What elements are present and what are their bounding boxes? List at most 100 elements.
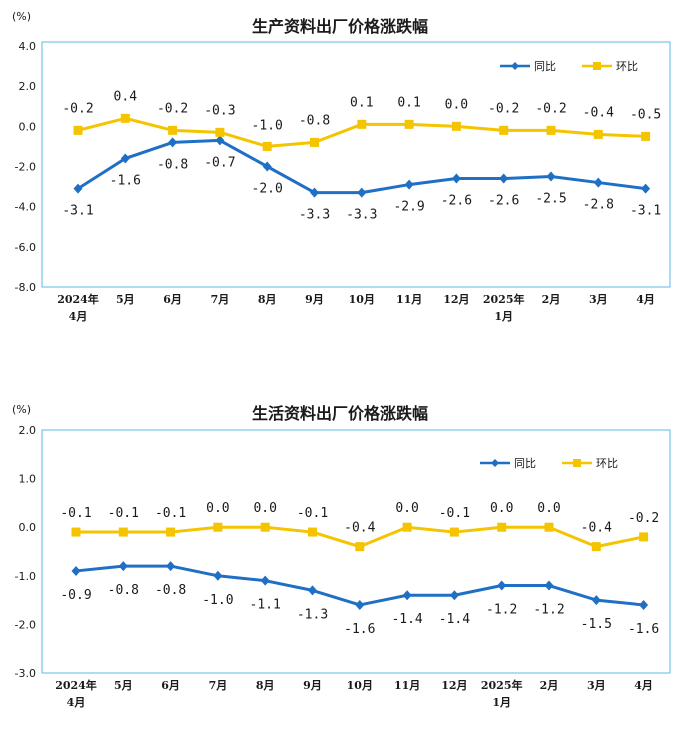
y-tick-label: -1.0 [15,570,36,583]
data-label-yoy: -3.3 [346,208,377,223]
x-tick-label: 1月 [492,696,511,709]
x-tick-label: 5月 [114,679,133,692]
chart-2: 生活资料出厂价格涨跌幅 (%) 2.0 1.0 0.0 -1.0 -2.0 -3.0 2024年… [12,403,671,709]
x-tick-label: 11月 [396,293,422,306]
x-tick-label: 2025年 [483,292,525,306]
x-tick-label: 4月 [636,293,655,306]
data-point-mom [215,127,225,137]
data-label-mom: -0.1 [155,506,186,521]
x-tick-label: 10月 [347,679,373,692]
y-tick-label: -3.0 [15,667,36,680]
data-point-yoy [215,135,225,146]
y-tick-label: 1.0 [19,473,37,486]
data-label-mom: -0.1 [297,506,328,521]
data-label-mom: -0.4 [583,105,614,120]
y-tick-label: -8.0 [15,281,36,294]
data-point-mom [497,522,507,532]
data-label-mom: 0.0 [206,501,229,516]
data-label-yoy: -1.5 [581,617,612,632]
data-label-yoy: -0.8 [155,583,186,598]
y-tick-label: 0.0 [19,120,37,133]
x-tick-label: 3月 [587,679,606,692]
data-label-yoy: -2.5 [535,192,566,207]
data-label-yoy: -1.1 [250,598,281,613]
x-tick-label: 7月 [211,293,230,306]
data-point-yoy [120,153,130,164]
x-tick-label: 8月 [258,293,277,306]
unit-label: (%) [12,403,31,416]
x-tick-label: 6月 [161,679,180,692]
data-point-yoy [451,173,461,184]
data-label-yoy: -2.6 [488,194,519,209]
data-label-yoy: -2.0 [252,182,283,197]
x-tick-label: 2月 [542,293,561,306]
y-tick-label: 2.0 [19,80,37,93]
data-point-mom [308,527,317,537]
x-tick-label: 11月 [394,679,420,692]
data-point-mom [120,113,130,123]
data-point-mom [213,522,223,532]
x-tick-label: 7月 [209,679,228,692]
data-label-yoy: -1.6 [628,622,659,637]
legend-label-mom: 环比 [596,457,618,470]
x-tick-label: 12月 [441,679,467,692]
y-tick-label: -2.0 [15,618,36,631]
data-point-mom [451,121,461,131]
data-point-yoy [355,599,365,610]
data-label-yoy: -1.6 [110,173,141,188]
data-point-yoy [71,565,81,576]
x-tick-label: 8月 [256,679,275,692]
data-label-yoy: -0.9 [60,588,91,603]
legend-label-mom: 环比 [616,60,638,73]
data-point-yoy [310,187,319,198]
data-label-yoy: -2.8 [583,198,614,213]
data-label-mom: -0.2 [535,101,566,116]
data-label-mom: 0.1 [350,95,373,110]
data-label-yoy: -0.8 [108,583,139,598]
legend-label-yoy: 同比 [514,457,536,470]
legend-marker-yoy [491,459,499,467]
data-label-mom: -0.5 [630,107,661,122]
data-label-mom: 0.0 [445,97,468,112]
data-point-yoy [591,595,601,606]
x-tick-label: 10月 [349,293,375,306]
data-label-yoy: -0.8 [157,157,188,172]
data-label-mom: -0.2 [628,511,659,526]
data-label-mom: -0.2 [62,101,93,116]
data-label-yoy: -3.1 [62,204,93,219]
data-label-mom: -0.2 [157,101,188,116]
data-label-mom: -1.0 [252,118,283,133]
data-label-mom: 0.0 [537,501,560,516]
y-tick-label: -4.0 [15,201,36,214]
x-tick-label: 2024年 [55,678,97,692]
data-point-mom [73,125,83,135]
data-label-yoy: -3.1 [630,204,661,219]
data-label-yoy: -1.6 [344,622,375,637]
data-point-yoy [357,187,367,198]
legend-marker-mom [573,459,581,467]
data-point-mom [262,141,272,151]
x-tick-label: 2025年 [481,678,523,692]
data-point-yoy [118,561,128,572]
data-point-yoy [639,599,649,610]
data-point-mom [402,522,412,532]
x-tick-label: 4月 [634,679,653,692]
data-point-yoy [499,173,509,184]
data-point-yoy [168,137,178,148]
data-point-yoy [402,590,412,601]
data-point-mom [71,527,81,537]
plot-frame [41,41,671,288]
y-tick-label: -6.0 [15,241,36,254]
x-tick-label: 2024年 [57,292,99,306]
data-point-mom [118,527,128,537]
data-label-yoy: -2.9 [393,200,424,215]
data-point-yoy [593,177,603,188]
data-point-mom [355,542,365,552]
chart-1: 生产资料出厂价格涨跌幅 (%) 4.0 2.0 0.0 -2.0 -4.0 -6.0 -8.0 2… [12,10,671,323]
data-point-mom [166,527,176,537]
data-point-mom [591,542,601,552]
data-label-mom: -0.3 [204,103,235,118]
x-tick-label: 5月 [116,293,135,306]
data-label-yoy: -1.2 [533,603,564,618]
